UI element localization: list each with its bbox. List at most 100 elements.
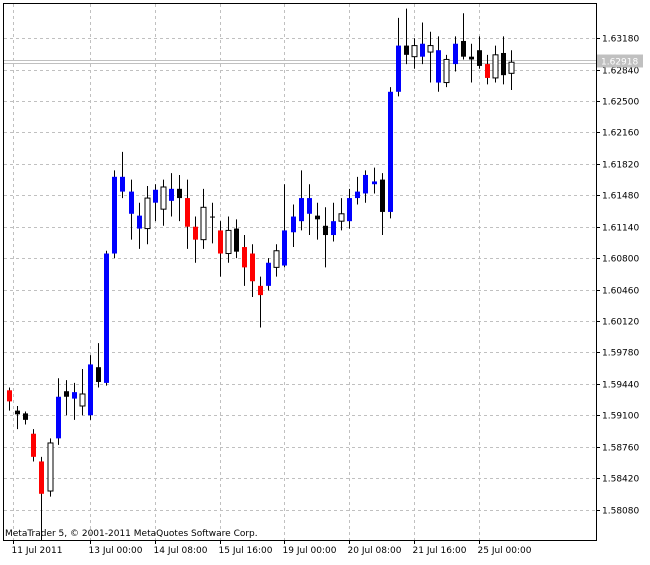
candle-body xyxy=(411,45,418,58)
candle[interactable] xyxy=(79,369,86,416)
candle[interactable] xyxy=(315,202,320,240)
candle-body xyxy=(436,50,441,83)
candle[interactable] xyxy=(234,219,239,259)
candle[interactable] xyxy=(420,22,425,65)
candle[interactable] xyxy=(273,244,280,277)
candle[interactable] xyxy=(56,378,61,445)
x-tick-label: 19 Jul 00:00 xyxy=(283,546,337,556)
candle[interactable] xyxy=(137,202,142,249)
candle[interactable] xyxy=(258,276,263,328)
candle[interactable] xyxy=(355,176,360,205)
candle[interactable] xyxy=(508,50,515,90)
candle[interactable] xyxy=(380,173,385,236)
candle[interactable] xyxy=(250,244,255,297)
x-tick-label: 25 Jul 00:00 xyxy=(478,546,532,556)
candle[interactable] xyxy=(144,186,151,245)
candle[interactable] xyxy=(477,36,482,69)
candle[interactable] xyxy=(338,198,345,231)
candle[interactable] xyxy=(31,429,36,462)
candle[interactable] xyxy=(461,13,466,60)
candle-body xyxy=(477,50,482,66)
candle[interactable] xyxy=(39,456,44,540)
candle[interactable] xyxy=(177,174,182,222)
candle[interactable] xyxy=(372,167,377,194)
candle[interactable] xyxy=(23,411,28,425)
y-tick-label: 1.62840 xyxy=(602,67,639,77)
candle[interactable] xyxy=(112,170,117,259)
candle[interactable] xyxy=(453,36,458,72)
candle[interactable] xyxy=(347,188,352,229)
candle-body xyxy=(23,413,28,420)
candle-body xyxy=(56,396,61,439)
candle[interactable] xyxy=(492,45,499,83)
candle-body xyxy=(258,285,263,296)
candle[interactable] xyxy=(218,221,223,277)
candle[interactable] xyxy=(185,179,190,249)
candle[interactable] xyxy=(88,355,93,420)
y-tick-label: 1.63180 xyxy=(602,35,639,45)
candle[interactable] xyxy=(363,170,368,203)
candle-body xyxy=(218,230,223,254)
candle[interactable] xyxy=(64,380,69,416)
candle[interactable] xyxy=(307,184,312,236)
copyright-label: MetaTrader 5, © 2001-2011 MetaQuotes Sof… xyxy=(5,529,258,539)
y-tick-label: 1.61480 xyxy=(602,192,639,202)
candle[interactable] xyxy=(96,343,101,388)
candle[interactable] xyxy=(120,151,125,199)
plot-border xyxy=(3,3,597,541)
y-tick-label: 1.59440 xyxy=(602,381,639,391)
candle-body xyxy=(104,253,109,383)
candle[interactable] xyxy=(436,36,441,92)
candle-body xyxy=(153,189,158,203)
candle[interactable] xyxy=(291,204,296,248)
candle[interactable] xyxy=(469,43,474,83)
y-tick-label: 1.59780 xyxy=(602,349,639,359)
candle[interactable] xyxy=(501,36,506,85)
candle[interactable] xyxy=(193,216,198,263)
candle[interactable] xyxy=(104,250,109,386)
y-tick-label: 1.60460 xyxy=(602,287,639,297)
candle-body xyxy=(469,56,474,60)
candle[interactable] xyxy=(396,17,401,97)
x-tick-label: 13 Jul 00:00 xyxy=(89,546,143,556)
candle[interactable] xyxy=(323,207,328,268)
candle[interactable] xyxy=(266,258,271,291)
candle-body xyxy=(96,367,101,382)
candle[interactable] xyxy=(200,188,207,249)
candle[interactable] xyxy=(443,54,450,88)
candle[interactable] xyxy=(427,31,434,83)
candle-body xyxy=(250,253,255,282)
candle[interactable] xyxy=(15,406,20,430)
y-tick-label: 1.62160 xyxy=(602,129,639,139)
candle[interactable] xyxy=(160,179,167,226)
candle[interactable] xyxy=(169,173,174,217)
candle[interactable] xyxy=(331,202,336,242)
candle-body xyxy=(266,262,271,286)
candle[interactable] xyxy=(225,216,232,263)
y-tick-label: 1.58760 xyxy=(602,444,639,454)
candle[interactable] xyxy=(299,170,304,231)
candle-body xyxy=(420,43,425,57)
candle-body xyxy=(72,392,77,399)
candle[interactable] xyxy=(153,184,158,222)
candle[interactable] xyxy=(404,8,409,65)
candle-body xyxy=(185,198,190,227)
y-tick-label: 1.61820 xyxy=(602,161,639,171)
candle-body xyxy=(234,228,239,252)
candle[interactable] xyxy=(72,382,77,420)
candle[interactable] xyxy=(388,87,393,219)
candle[interactable] xyxy=(485,54,490,85)
candle-body xyxy=(7,390,12,402)
candle[interactable] xyxy=(411,38,418,69)
candle-body xyxy=(372,181,377,185)
candle[interactable] xyxy=(210,202,215,244)
candle[interactable] xyxy=(242,235,247,286)
candle-body xyxy=(129,191,134,214)
candle[interactable] xyxy=(129,179,134,240)
candle-body xyxy=(331,221,336,236)
candle[interactable] xyxy=(47,438,54,497)
candle[interactable] xyxy=(7,387,12,411)
candle[interactable] xyxy=(282,184,287,268)
